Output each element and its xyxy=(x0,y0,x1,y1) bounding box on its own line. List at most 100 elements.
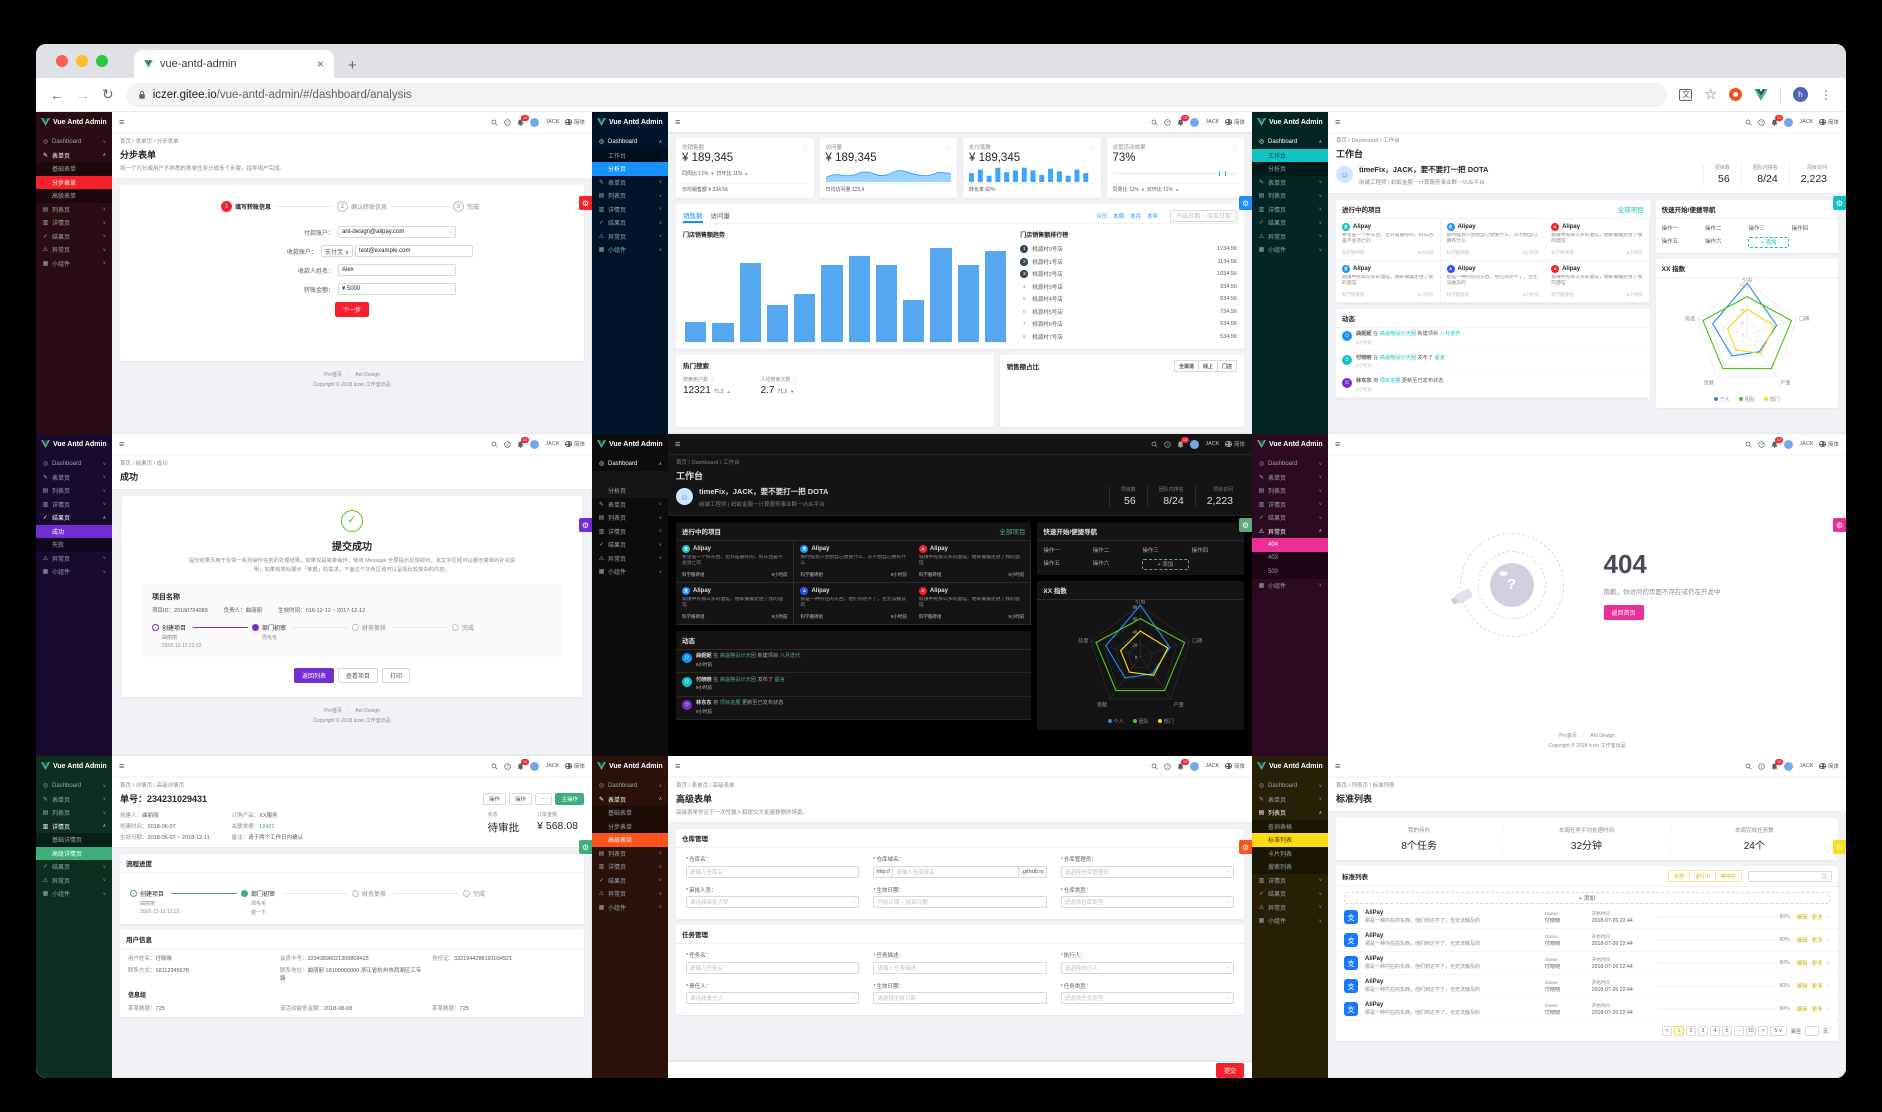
sidebar-item[interactable]: ✎ 表单页 ∧ xyxy=(42,152,106,160)
language-switcher[interactable]: 简体 xyxy=(1819,440,1839,448)
theme-settings-button[interactable]: ⚙ xyxy=(1833,840,1846,854)
more-link[interactable]: 更多 xyxy=(1811,961,1823,967)
legend-item[interactable]: 部门 xyxy=(1157,718,1174,725)
bar[interactable] xyxy=(739,262,761,342)
theme-settings-button[interactable]: ⚙ xyxy=(579,196,592,210)
sidebar-item[interactable]: ▤ 列表页 ∨ xyxy=(42,206,106,214)
project-team[interactable]: 科学搬砖组 xyxy=(918,571,942,577)
bar[interactable] xyxy=(957,264,979,342)
project-card[interactable]: A Alipay 那是一种内在的东西，他们到达不了，也无法触及的 科学搬砖组 9小时… xyxy=(794,583,913,625)
sidebar-item[interactable]: ◎ Dashboard ∨ xyxy=(42,782,106,790)
sidebar-item[interactable]: ▦ 小组件 ∨ xyxy=(42,568,106,577)
user-avatar[interactable] xyxy=(1190,117,1200,127)
sidebar-item[interactable]: ✎ 表单页 ∨ xyxy=(1258,179,1322,187)
theme-settings-button[interactable]: ⚙ xyxy=(1239,196,1252,210)
project-team[interactable]: 科学搬砖组 xyxy=(1551,249,1574,255)
page-button[interactable]: > xyxy=(1757,1026,1768,1036)
info-icon[interactable]: ⓘ xyxy=(1232,145,1238,151)
sidebar-item[interactable]: ⚠ 异常页 ∨ xyxy=(42,246,106,255)
legend-item[interactable]: 个人 xyxy=(1713,396,1730,403)
user-name[interactable]: JACK xyxy=(1799,763,1814,769)
help-icon[interactable]: ? xyxy=(1164,118,1172,126)
bar[interactable] xyxy=(685,322,707,342)
sidebar-item[interactable]: 工作台 xyxy=(592,470,668,484)
sidebar-item[interactable]: ▦ 小组件 ∨ xyxy=(1258,917,1322,926)
form-input[interactable]: 请选择仓库管理员 ∨ xyxy=(1060,865,1234,878)
user-avatar[interactable] xyxy=(530,439,540,449)
sidebar-item[interactable]: 工作台 xyxy=(592,148,668,162)
account-type-select[interactable]: 支付宝 ∨ xyxy=(320,245,354,257)
search-icon[interactable] xyxy=(491,119,498,126)
legend-item[interactable]: 团队 xyxy=(1132,718,1149,725)
collapse-menu-icon[interactable]: ≡ xyxy=(1335,117,1341,127)
translate-icon[interactable]: 文 xyxy=(1679,88,1693,101)
sidebar-item[interactable]: 基础详情页 xyxy=(36,833,112,847)
footer-link[interactable]: Pro首页 xyxy=(324,372,342,378)
quick-op-link[interactable]: 操作一 xyxy=(1043,547,1060,554)
project-card[interactable]: 支 Alipay 希望是一个好东西，也许是最好的，好东西是不会消亡的 科学搬砖组 9… xyxy=(676,540,795,583)
sidebar-item[interactable]: 高级表单 xyxy=(592,833,668,847)
project-team[interactable]: 科学搬砖组 xyxy=(918,613,942,619)
app-logo[interactable]: Vue Antd Admin xyxy=(36,434,112,454)
breadcrumb[interactable]: 首页 / 表单页 / 分步表单 xyxy=(120,139,179,145)
sidebar-item[interactable]: ◎ Dashboard ∨ xyxy=(42,138,106,146)
sidebar-item[interactable]: 500 xyxy=(1252,565,1328,579)
sidebar-item[interactable]: ▤ 列表页 ∨ xyxy=(598,514,662,523)
sidebar-item[interactable]: ▥ 详情页 ∧ xyxy=(42,823,106,831)
quick-op-link[interactable]: + 添加 xyxy=(1142,558,1189,570)
sidebar-item[interactable]: ◎ Dashboard ∨ xyxy=(42,460,106,468)
list-item[interactable]: 支 AliPay 那是一种内在的东西，他们到达不了，也无法触及的 Owner 付晓晓… xyxy=(1336,952,1838,975)
form-input[interactable]: http:// 请输入仓库域名 .github.io ∨ xyxy=(873,865,1047,878)
sidebar-item[interactable]: ▦ 小组件 ∨ xyxy=(42,890,106,899)
project-card[interactable]: A Alipay 城镇中有那么多的酒馆，她却偏偏走进了我的酒馆 科学搬砖组 9小时前 xyxy=(912,582,1032,625)
edit-link[interactable]: 编辑 xyxy=(1796,938,1808,944)
quick-op-link[interactable]: 操作四 xyxy=(1191,547,1209,554)
list-search-input[interactable] xyxy=(1748,870,1832,882)
more-link[interactable]: 更多 xyxy=(1811,984,1823,990)
user-avatar[interactable] xyxy=(530,117,540,127)
project-card[interactable]: 支 Alipay 希望是一个好东西，也许是最好的，好东西是不会消亡的 科学搬砖组 9… xyxy=(1336,218,1441,261)
sidebar-item[interactable]: ▥ 详情页 ∨ xyxy=(1258,877,1322,885)
footer-link[interactable]: Ant Design xyxy=(1590,733,1615,739)
bar[interactable] xyxy=(712,323,734,342)
quick-op-link[interactable]: 操作六 xyxy=(1092,560,1110,567)
collapse-menu-icon[interactable]: ≡ xyxy=(119,117,125,127)
info-icon[interactable]: ⓘ xyxy=(1088,145,1095,151)
feed-link[interactable]: 高逼格设计天团 xyxy=(1379,331,1417,337)
project-team[interactable]: 科学搬砖组 xyxy=(1446,291,1470,297)
help-icon[interactable]: ? xyxy=(1164,762,1172,770)
back-button[interactable]: ← xyxy=(50,86,64,103)
page-button[interactable]: 10 xyxy=(1745,1026,1756,1036)
order-action-button[interactable]: ⋯ xyxy=(534,792,553,805)
language-switcher[interactable]: 简体 xyxy=(565,440,585,448)
edit-link[interactable]: 编辑 xyxy=(1796,915,1808,921)
sidebar-item[interactable]: ▤ 列表页 ∨ xyxy=(598,192,662,201)
help-icon[interactable]: ? xyxy=(504,440,512,448)
feed-link[interactable]: 高逼格设计天团 xyxy=(719,676,757,683)
sidebar-item[interactable]: ◎ Dashboard ∨ xyxy=(1258,460,1322,468)
sidebar-item[interactable]: ▥ 详情页 ∨ xyxy=(1258,206,1322,214)
list-item[interactable]: 支 AliPay 那是一种内在的东西，他们到达不了，也无法触及的 Owner 付晓晓… xyxy=(1336,998,1838,1021)
bar[interactable] xyxy=(875,264,898,342)
sidebar-item[interactable]: 高级表单 xyxy=(36,189,112,203)
collapse-menu-icon[interactable]: ≡ xyxy=(675,439,681,449)
range-link[interactable]: 本周 xyxy=(1113,213,1125,220)
collapse-menu-icon[interactable]: ≡ xyxy=(1335,439,1341,449)
date-range-picker[interactable]: 开始日期 ~ 结束日期 xyxy=(1170,209,1237,222)
sidebar-item[interactable]: ▤ 列表页 ∨ xyxy=(42,487,106,496)
sidebar-item[interactable]: ▥ 详情页 ∨ xyxy=(598,863,662,872)
feed-link[interactable]: 留言 xyxy=(774,676,785,683)
page-button[interactable]: 1 xyxy=(1673,1026,1684,1036)
help-icon[interactable]: ? xyxy=(1758,118,1766,126)
sidebar-item[interactable]: ✓ 结果页 ∨ xyxy=(1258,219,1322,228)
sidebar-item[interactable]: ◎ Dashboard ∧ xyxy=(598,460,662,468)
quick-op-link[interactable]: 操作二 xyxy=(1092,547,1110,554)
feed-link[interactable]: 八月迭代 xyxy=(1439,331,1461,337)
legend-item[interactable]: 个人 xyxy=(1107,718,1124,725)
next-step-button[interactable]: 下一步 xyxy=(334,302,369,317)
user-avatar[interactable] xyxy=(1190,761,1200,771)
range-link[interactable]: 今日 xyxy=(1096,213,1108,220)
project-card[interactable]: 支 Alipay 那时候我只会想自己想要什么，从不想自己拥有什么 科学搬砖组 9小时… xyxy=(1440,219,1546,261)
bar[interactable] xyxy=(984,250,1007,342)
sidebar-item[interactable]: ⚠ 异常页 ∨ xyxy=(598,555,662,563)
